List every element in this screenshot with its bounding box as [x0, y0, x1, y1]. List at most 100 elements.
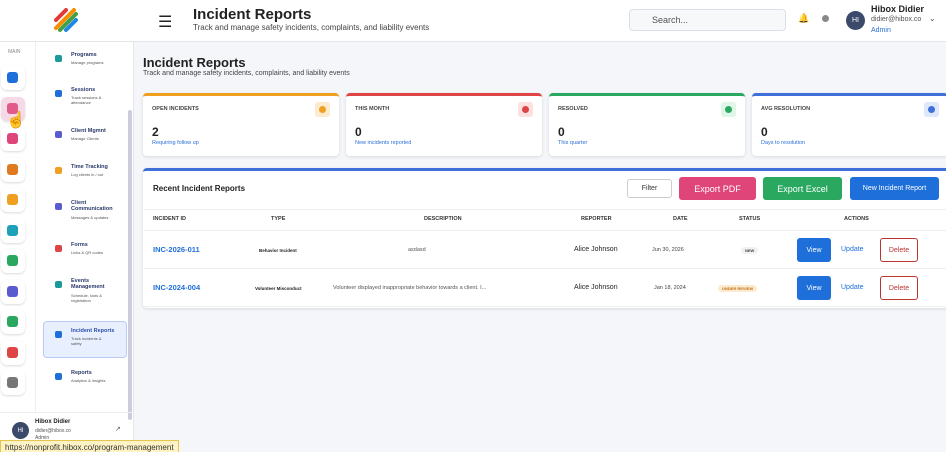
table-title: Recent Incident Reports [153, 184, 246, 193]
rail-icon [7, 255, 18, 266]
delete-button[interactable]: Delete [880, 238, 918, 262]
stat-icon-glyph [725, 106, 732, 113]
rail-icon [7, 224, 18, 236]
sidebar-user-role: Admin [35, 435, 50, 441]
avatar[interactable]: HI [846, 11, 865, 30]
active-item[interactable] [43, 321, 127, 358]
stat-value: 2 [152, 125, 159, 139]
incident-date: Jan 18, 2024 [654, 285, 686, 291]
rail-icon [7, 163, 18, 175]
scrollbar [128, 110, 132, 420]
stat-note: Days to resolution [761, 140, 806, 146]
column-header: STATUS [739, 216, 761, 222]
nav-desc: Track sessions & attendance [71, 95, 102, 105]
page-subtitle: Track and manage safety incidents, compl… [143, 70, 350, 77]
nav-title[interactable]: Time Tracking [71, 164, 108, 170]
user-menu-caret[interactable]: ⌄ [929, 14, 936, 23]
rail-icon [7, 102, 18, 114]
nav-title[interactable]: Client Communication [71, 200, 113, 212]
cursor: ☝ [6, 112, 26, 129]
nav-title[interactable]: Programs [71, 52, 97, 58]
header [0, 0, 946, 42]
incident-type: Volunteer Misconduct [255, 286, 302, 291]
stat-card [549, 93, 745, 156]
notification-bell[interactable]: 🔔 [798, 13, 810, 23]
row-divider [144, 306, 946, 307]
status-badge: NEW [741, 247, 759, 254]
nav-title[interactable]: Client Mgmnt [71, 128, 106, 134]
divider [0, 412, 133, 413]
toolbar-button[interactable]: Export PDF [679, 177, 756, 200]
nav-icon [55, 131, 62, 138]
stat-label: RESOLVED [558, 106, 588, 112]
status-badge: UNDER REVIEW [718, 285, 758, 292]
toolbar-button[interactable]: Filter [627, 179, 672, 198]
nav-icon [55, 331, 62, 338]
user-role: Admin [871, 27, 891, 34]
column-header: TYPE [271, 216, 286, 222]
status-url: https://nonprofit.hibox.co/program-manag… [0, 440, 179, 452]
incident-description: asdasd [408, 247, 426, 253]
header-row-bg [144, 209, 946, 231]
update-button[interactable]: Update [841, 284, 864, 291]
incident-type: Behavior Incident [259, 248, 297, 253]
rail-icon [7, 72, 18, 83]
stat-icon-glyph [522, 106, 529, 113]
logo [54, 8, 78, 32]
toolbar-button[interactable]: New Incident Report [850, 177, 939, 200]
status-icon[interactable] [822, 15, 829, 22]
rail-icon [7, 346, 18, 358]
nav-icon [55, 373, 62, 380]
incident-id[interactable]: INC-2024-004 [153, 283, 201, 292]
row-divider [144, 268, 946, 269]
stat-card [143, 93, 339, 156]
nav-icon [55, 90, 62, 97]
stat-label: AVG RESOLUTION [761, 106, 811, 112]
nav-title[interactable]: Reports [71, 370, 92, 376]
toolbar-button[interactable]: Export Excel [763, 177, 842, 200]
sidebar-avatar: HI [12, 422, 29, 439]
nav-desc: Schedule, slots & registration [71, 293, 102, 303]
nav-desc: Manage programs [71, 60, 104, 65]
nav-icon [55, 55, 62, 62]
nav-title[interactable]: Incident Reports [71, 328, 115, 334]
rail-icon [7, 377, 18, 388]
nav-icon [55, 245, 62, 252]
search-box[interactable]: Search... [629, 9, 786, 31]
column-header: ACTIONS [844, 216, 869, 222]
search-placeholder: Search... [652, 15, 689, 25]
view-button[interactable]: View [797, 276, 831, 300]
user-email: didier@hibox.co [871, 16, 922, 23]
stat-value: 0 [558, 125, 565, 139]
nav-title[interactable]: Events Management [71, 278, 105, 290]
nav-icon [55, 167, 62, 174]
column-header: DESCRIPTION [424, 216, 462, 222]
nav-desc: Track incidents & safety [71, 336, 102, 346]
logout[interactable]: ↗ [115, 426, 121, 433]
sidebar-user-name: Hibox Didier [35, 419, 71, 425]
view-button[interactable]: View [797, 238, 831, 262]
rail-icon [7, 285, 18, 297]
nav-title[interactable]: Sessions [71, 87, 96, 93]
rail-divider [35, 42, 36, 412]
incident-description: Volunteer displayed inappropriate behavi… [333, 285, 487, 291]
page-title: Incident Reports [143, 55, 246, 70]
incident-date: Jun 30, 2026 [652, 247, 684, 253]
nav-title[interactable]: Forms [71, 242, 88, 248]
menu-toggle[interactable]: ☰ [158, 14, 173, 31]
reporter: Alice Johnson [574, 284, 618, 291]
rail-icon [7, 194, 18, 205]
stat-label: OPEN INCIDENTS [152, 106, 199, 112]
rail-icon [7, 133, 18, 144]
incident-id[interactable]: INC-2026-011 [153, 245, 200, 254]
delete-button[interactable]: Delete [880, 276, 918, 300]
nav-icon [55, 203, 62, 210]
reporter: Alice Johnson [574, 246, 618, 253]
update-button[interactable]: Update [841, 246, 864, 253]
nav-desc: Manage Clients [71, 136, 99, 141]
stat-value: 0 [761, 125, 768, 139]
rail-icon [7, 316, 18, 327]
nav-icon [55, 281, 62, 288]
nav-desc: Log clients in / out [71, 172, 104, 177]
stat-card [752, 93, 946, 156]
